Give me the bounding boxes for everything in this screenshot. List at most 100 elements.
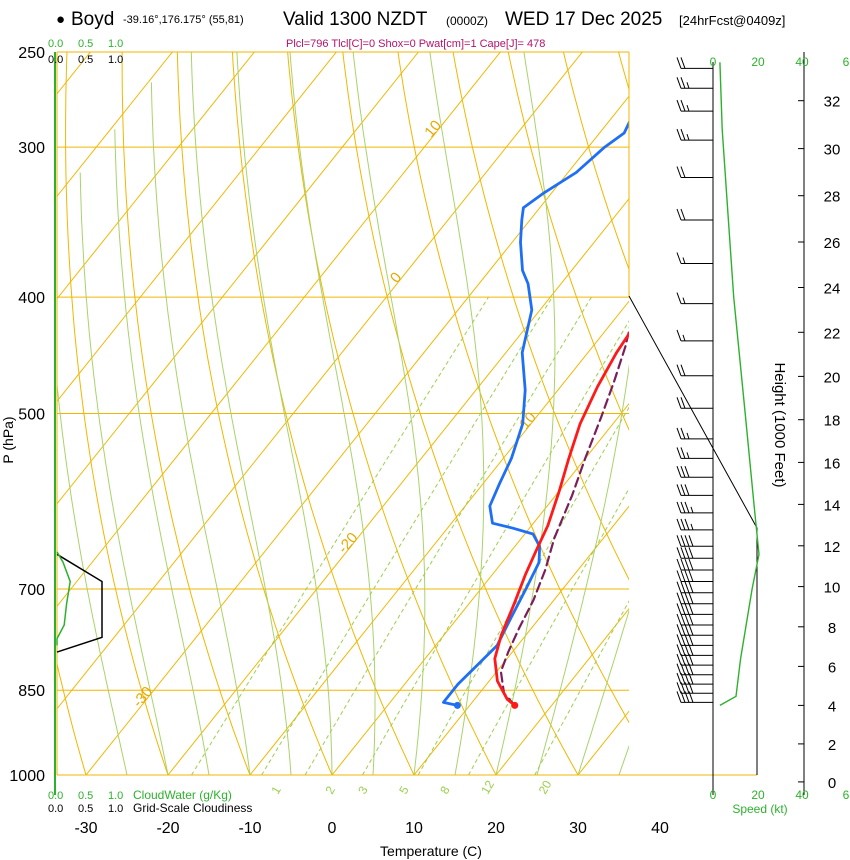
dry-adiabat	[231, 52, 415, 775]
isotherm-line	[57, 52, 173, 198]
wind-barb-flag	[676, 484, 682, 496]
dry-adiabat	[507, 52, 629, 431]
wind-barb-flag	[676, 592, 682, 604]
pressure-tick-label: 700	[18, 582, 45, 599]
wind-barb-flag	[680, 364, 686, 376]
mixing-ratio-label: 1	[268, 783, 284, 796]
wind-barb-flag	[684, 592, 690, 604]
height-tick-label: 18	[824, 413, 841, 430]
wind-barb-half	[686, 82, 690, 89]
pressure-tick-label: 850	[18, 683, 45, 700]
wind-barb	[676, 166, 713, 178]
wind-barb-flag	[688, 581, 694, 593]
wind-panel-border	[628, 295, 758, 775]
wind-barb	[676, 364, 713, 377]
isotherm-line	[57, 52, 255, 300]
moist-adiabat	[618, 744, 629, 775]
moist-adiabat	[429, 52, 485, 775]
station-coords: -39.16°,176.175° (55,81)	[123, 14, 244, 26]
wind-barb-flag	[688, 653, 694, 666]
height-axis-label: Height (1000 Feet)	[771, 362, 788, 487]
valid-date: WED 17 Dec 2025	[505, 9, 663, 30]
cloudiness-tick-top: 0.0	[48, 54, 63, 66]
height-tick-label: 0	[828, 775, 836, 792]
speed-tick-bottom: 20	[751, 788, 765, 802]
wind-barb-flag	[676, 672, 682, 685]
wind-barb-flag	[676, 663, 682, 675]
cloudiness-tick-bottom: 0.5	[78, 803, 93, 815]
wind-barb	[676, 570, 713, 582]
wind-barb-flag	[680, 518, 686, 531]
mixing-ratio-line	[468, 487, 629, 775]
height-tick-label: 4	[828, 698, 836, 715]
cloudiness-tick-top: 1.0	[108, 54, 123, 66]
wind-barb-flag	[688, 634, 694, 646]
temperature-tick-label: 0	[328, 820, 337, 837]
speed-tick-top: 0	[710, 55, 717, 69]
temperature-tick-label: 20	[487, 820, 505, 837]
wind-barb-flag	[684, 558, 690, 571]
pressure-axis-label: P (hPa)	[0, 416, 16, 463]
wind-barb-flag	[676, 535, 682, 547]
wind-barb-flag	[688, 613, 694, 626]
surface-temperature-marker	[511, 701, 519, 709]
wind-barb-flag	[680, 634, 686, 646]
wind-barb	[676, 252, 713, 264]
isotherm-label: 10	[421, 117, 445, 141]
height-tick-label: 8	[828, 620, 836, 637]
wind-barb-half	[682, 334, 686, 342]
wind-barb	[676, 581, 713, 594]
isotherm-line	[660, 52, 850, 775]
wind-barb	[676, 644, 713, 656]
height-tick-label: 12	[824, 539, 841, 556]
dry-adiabat	[176, 52, 333, 775]
wind-barb-flag	[680, 397, 686, 409]
wind-barb-flag	[680, 427, 686, 440]
pressure-tick-label: 300	[18, 140, 45, 157]
height-tick-label: 10	[824, 580, 841, 597]
moist-adiabat	[577, 609, 629, 775]
mixing-ratio-line	[534, 600, 629, 775]
wind-barb-flag	[676, 644, 682, 656]
pressure-tick-label: 400	[18, 290, 45, 307]
wind-barb	[676, 208, 713, 221]
temperature-tick-label: 40	[651, 820, 669, 837]
wind-barb	[676, 466, 713, 478]
mixing-ratio-line	[191, 296, 489, 775]
wind-barb-flag	[676, 292, 682, 304]
wind-barb-flag	[676, 570, 682, 582]
wind-barb	[676, 592, 713, 605]
mixing-ratio-line	[304, 296, 592, 775]
height-tick-label: 14	[824, 497, 841, 514]
temperature-axis-label: Temperature (C)	[380, 843, 482, 859]
wind-barb-flag	[676, 634, 682, 646]
wind-barb	[676, 624, 713, 636]
wind-barb-flag	[676, 682, 682, 694]
wind-barb-flag	[676, 329, 682, 342]
mixing-ratio-line	[261, 296, 553, 775]
stability-indices: Plcl=796 Tlcl[C]=0 Shox=0 Pwat[cm]=1 Cap…	[286, 38, 546, 50]
mixing-ratio-label: 8	[437, 783, 453, 796]
wind-barb	[676, 613, 713, 626]
isotherm-line	[57, 52, 419, 505]
mixing-ratio-label: 12	[478, 778, 497, 797]
cloudiness-tick-bottom: 0.0	[48, 803, 63, 815]
wind-barb-flag	[680, 535, 686, 547]
speed-axis-label: Speed (kt)	[732, 802, 787, 816]
wind-barb-flag	[680, 128, 686, 141]
wind-barb-flag	[680, 166, 686, 178]
cloudwater-tick-bottom: 0.0	[48, 790, 63, 802]
speed-tick-bottom: 6	[843, 788, 850, 802]
isotherm-line	[57, 52, 501, 608]
wind-barb	[676, 501, 713, 514]
wind-barb-flag	[688, 624, 694, 636]
wind-barb-flag	[676, 653, 682, 666]
moist-adiabat	[79, 172, 169, 775]
wind-barb-flag	[688, 558, 694, 571]
dry-adiabat	[65, 52, 169, 775]
wind-barb-flag	[688, 535, 694, 547]
speed-tick-bottom: 0	[710, 788, 717, 802]
wind-barb	[676, 653, 713, 666]
wind-barb-flag	[676, 166, 682, 178]
wind-barb-half	[682, 297, 686, 304]
